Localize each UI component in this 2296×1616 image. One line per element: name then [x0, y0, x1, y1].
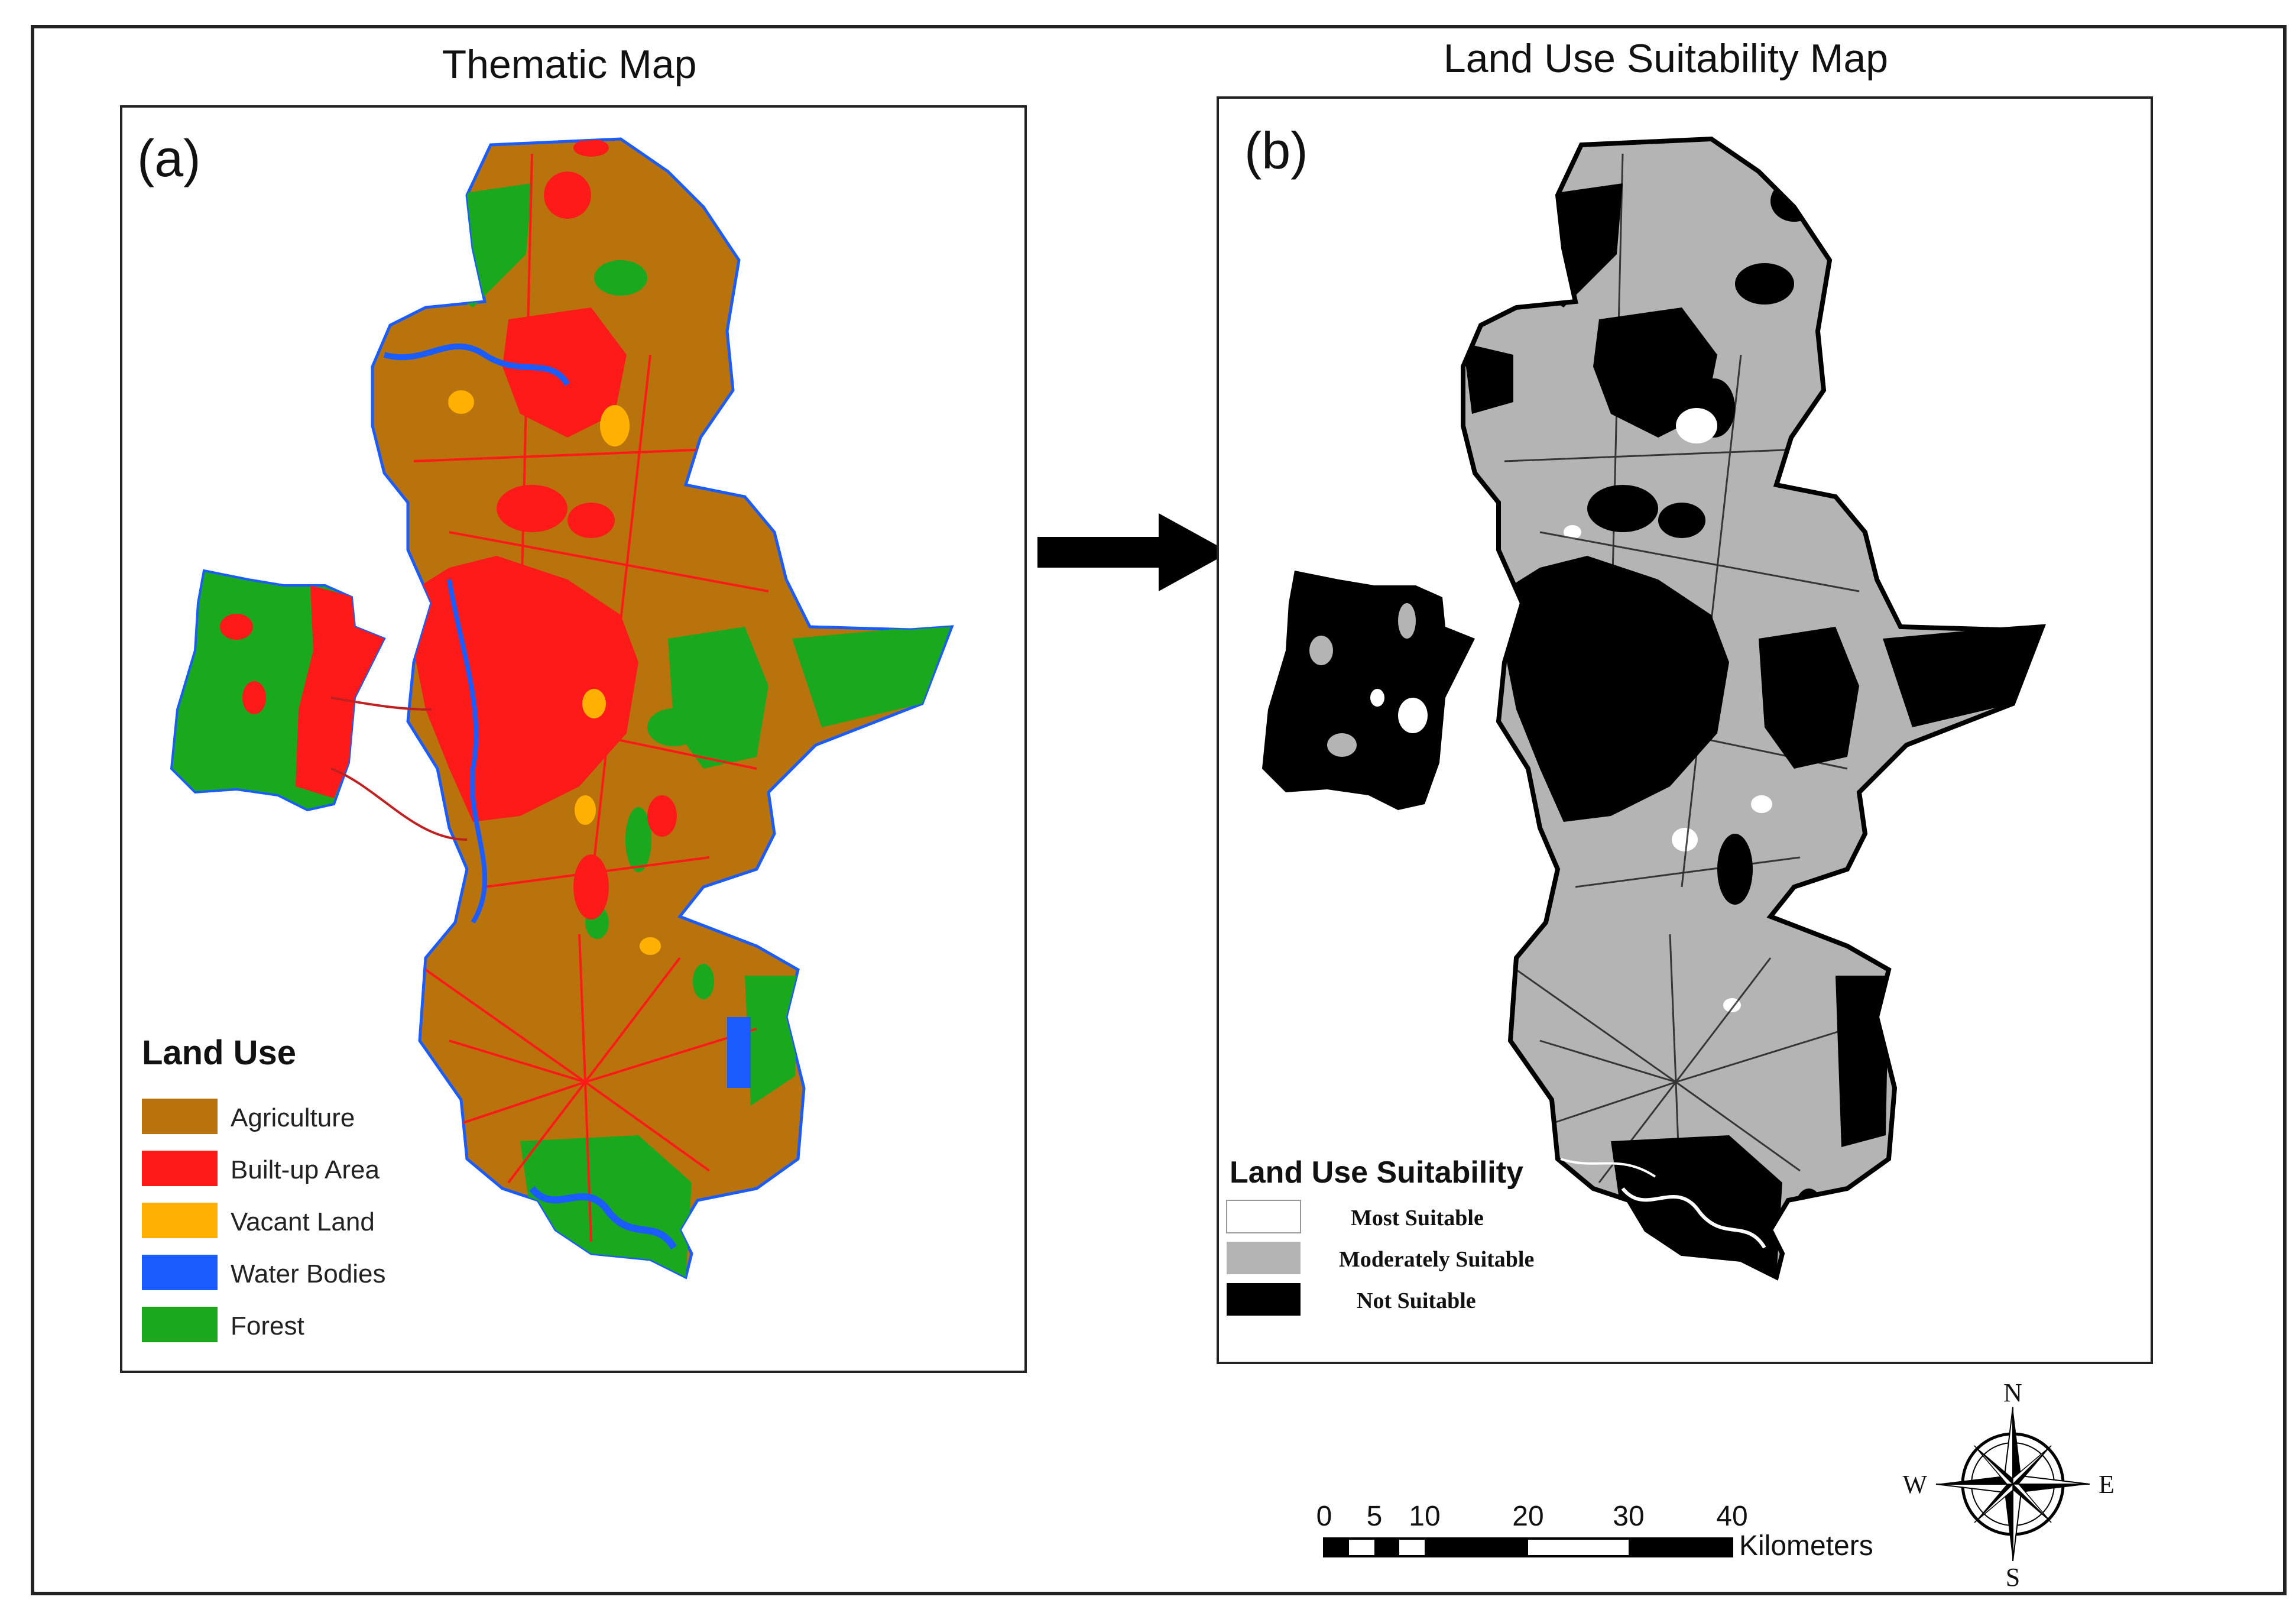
- scale-unit: Kilometers: [1739, 1530, 1873, 1562]
- legend-swatch-not-suitable: [1227, 1283, 1301, 1316]
- scale-seg-4: [1629, 1539, 1732, 1556]
- compass-label-e: E: [2099, 1470, 2115, 1499]
- scale-tick-10: 10: [1409, 1501, 1440, 1532]
- legend-swatch-water: [142, 1255, 218, 1290]
- transform-arrow: [1037, 513, 1230, 591]
- right-panel-title: Land Use Suitability Map: [1444, 36, 1888, 81]
- legend-item-vacant: Vacant Land: [142, 1203, 375, 1238]
- arrow-head: [1159, 513, 1230, 591]
- suitability-map-panel: (b): [1217, 96, 2153, 1364]
- legend-swatch-built-up: [142, 1151, 218, 1186]
- legend-label-forest: Forest: [231, 1311, 304, 1340]
- compass-label-w: W: [1902, 1470, 1927, 1499]
- panel-label-a: (a): [137, 129, 201, 187]
- legend-item-forest: Forest: [142, 1307, 304, 1342]
- legend-label-most-suitable: Most Suitable: [1351, 1206, 1484, 1230]
- scale-seg-2: [1374, 1539, 1399, 1556]
- legend-label-vacant: Vacant Land: [231, 1207, 375, 1236]
- suitability-legend: Land Use Suitability Most Suitable Moder…: [1226, 1155, 1534, 1316]
- legend-swatch-moderately-suitable: [1227, 1242, 1301, 1274]
- scale-tick-20: 20: [1512, 1501, 1543, 1532]
- thematic-map-area: [170, 139, 952, 1277]
- land-use-legend: Land Use Agriculture Built-up Area Vacan…: [142, 1034, 385, 1342]
- legend-swatch-vacant: [142, 1203, 218, 1238]
- legend-label-not-suitable: Not Suitable: [1357, 1288, 1476, 1313]
- scale-bar: 0 5 10 20 30 40 Kilometers: [1316, 1501, 1873, 1562]
- scale-seg-3: [1425, 1539, 1528, 1556]
- scale-tick-5: 5: [1367, 1501, 1383, 1532]
- legend-item-built-up: Built-up Area: [142, 1151, 380, 1186]
- legend-item-most-suitable: Most Suitable: [1226, 1200, 1484, 1233]
- legend-item-agriculture: Agriculture: [142, 1099, 355, 1134]
- land-use-legend-title: Land Use: [142, 1034, 296, 1072]
- legend-label-water: Water Bodies: [231, 1259, 385, 1288]
- panel-label-b: (b): [1244, 121, 1308, 180]
- legend-label-agriculture: Agriculture: [231, 1103, 355, 1132]
- legend-label-built-up: Built-up Area: [231, 1155, 380, 1184]
- arrow-shaft: [1037, 537, 1168, 568]
- legend-swatch-forest: [142, 1307, 218, 1342]
- compass-label-n: N: [2003, 1378, 2022, 1407]
- suitability-legend-title: Land Use Suitability: [1230, 1155, 1523, 1190]
- legend-swatch-agriculture: [142, 1099, 218, 1134]
- scale-seg-1: [1324, 1539, 1349, 1556]
- legend-swatch-most-suitable: [1226, 1200, 1301, 1233]
- compass-label-s: S: [2006, 1563, 2020, 1592]
- scale-tick-0: 0: [1316, 1501, 1332, 1532]
- legend-item-water: Water Bodies: [142, 1255, 385, 1290]
- legend-label-moderately-suitable: Moderately Suitable: [1339, 1247, 1534, 1272]
- legend-item-moderately-suitable: Moderately Suitable: [1227, 1242, 1534, 1274]
- compass-rose-icon: N S E W: [1902, 1378, 2114, 1592]
- thematic-map-panel: (a): [120, 105, 1027, 1373]
- outer-frame: [31, 25, 2287, 1595]
- scale-tick-30: 30: [1613, 1501, 1644, 1532]
- scale-tick-40: 40: [1716, 1501, 1747, 1532]
- legend-item-not-suitable: Not Suitable: [1227, 1283, 1476, 1316]
- left-panel-title: Thematic Map: [442, 42, 697, 87]
